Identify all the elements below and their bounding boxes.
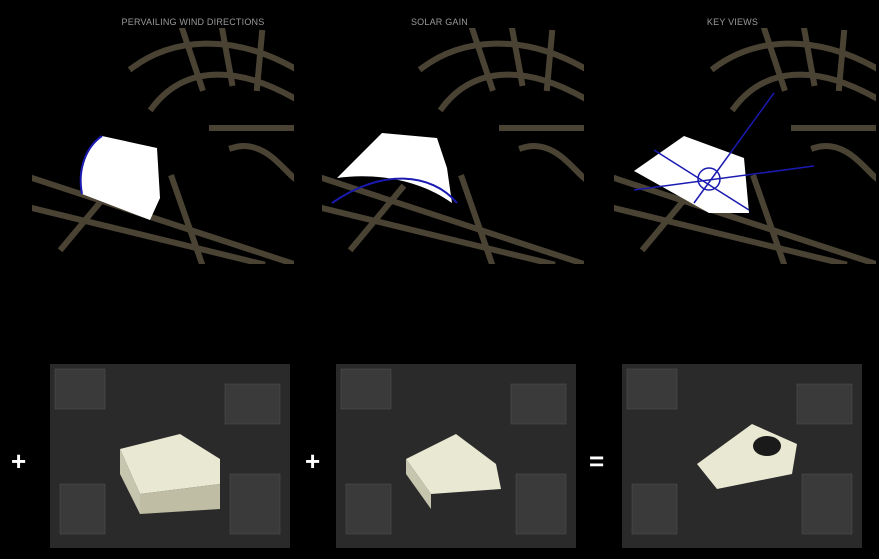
heading-solar: SOLAR GAIN [410, 17, 468, 27]
road-network [32, 28, 294, 264]
solar-analysis-map [322, 28, 584, 264]
road-network [322, 28, 584, 264]
facade-front [140, 484, 220, 514]
plus-operator-2: + [305, 446, 321, 476]
view-lines [633, 92, 815, 211]
facade [120, 449, 140, 514]
courtyard [753, 436, 781, 456]
heading-wind: PERVAILING WIND DIRECTIONS [121, 17, 265, 27]
wind-analysis-map [32, 28, 294, 264]
plus-operator-1: + [11, 446, 27, 476]
massing-render-2 [336, 364, 576, 548]
road-network [614, 28, 876, 264]
roof [120, 434, 220, 494]
views-analysis-map [614, 28, 876, 264]
context-blocks [626, 368, 853, 535]
facade [406, 459, 431, 509]
sun-path-arc [331, 177, 458, 204]
wind-arc [79, 135, 103, 195]
context-blocks [54, 368, 281, 535]
context-blocks [340, 368, 567, 535]
massing-render-3 [622, 364, 862, 548]
heading-views: KEY VIEWS [706, 17, 759, 27]
roof [406, 434, 501, 494]
massing-render-1 [50, 364, 290, 548]
building-footprint [337, 133, 452, 203]
building-footprint [80, 136, 160, 220]
equals-operator: = [589, 446, 605, 476]
